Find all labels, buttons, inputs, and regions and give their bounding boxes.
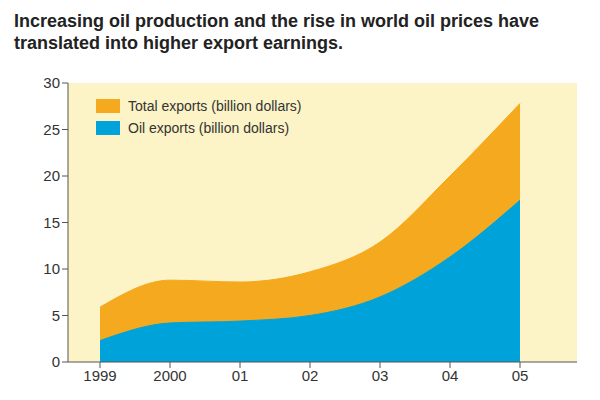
svg-text:05: 05 xyxy=(512,367,529,384)
svg-text:1999: 1999 xyxy=(83,367,116,384)
svg-text:2000: 2000 xyxy=(153,367,186,384)
svg-text:01: 01 xyxy=(232,367,249,384)
html-text:Total exports (billion dollars: Total exports (billion dollars) xyxy=(128,98,302,114)
svg-text:0: 0 xyxy=(52,353,60,370)
svg-text:30: 30 xyxy=(43,74,60,91)
svg-text:03: 03 xyxy=(372,367,389,384)
svg-text:04: 04 xyxy=(442,367,459,384)
svg-text:20: 20 xyxy=(43,167,60,184)
html-text:Increasing oil production and: Increasing oil production and the rise i… xyxy=(14,11,540,53)
svg-text:25: 25 xyxy=(43,121,60,138)
svg-text:15: 15 xyxy=(43,214,60,231)
html-text:Oil exports (billion dollars): Oil exports (billion dollars) xyxy=(128,120,290,136)
svg-text:5: 5 xyxy=(52,307,60,324)
svg-text:02: 02 xyxy=(302,367,319,384)
svg-text:10: 10 xyxy=(43,260,60,277)
